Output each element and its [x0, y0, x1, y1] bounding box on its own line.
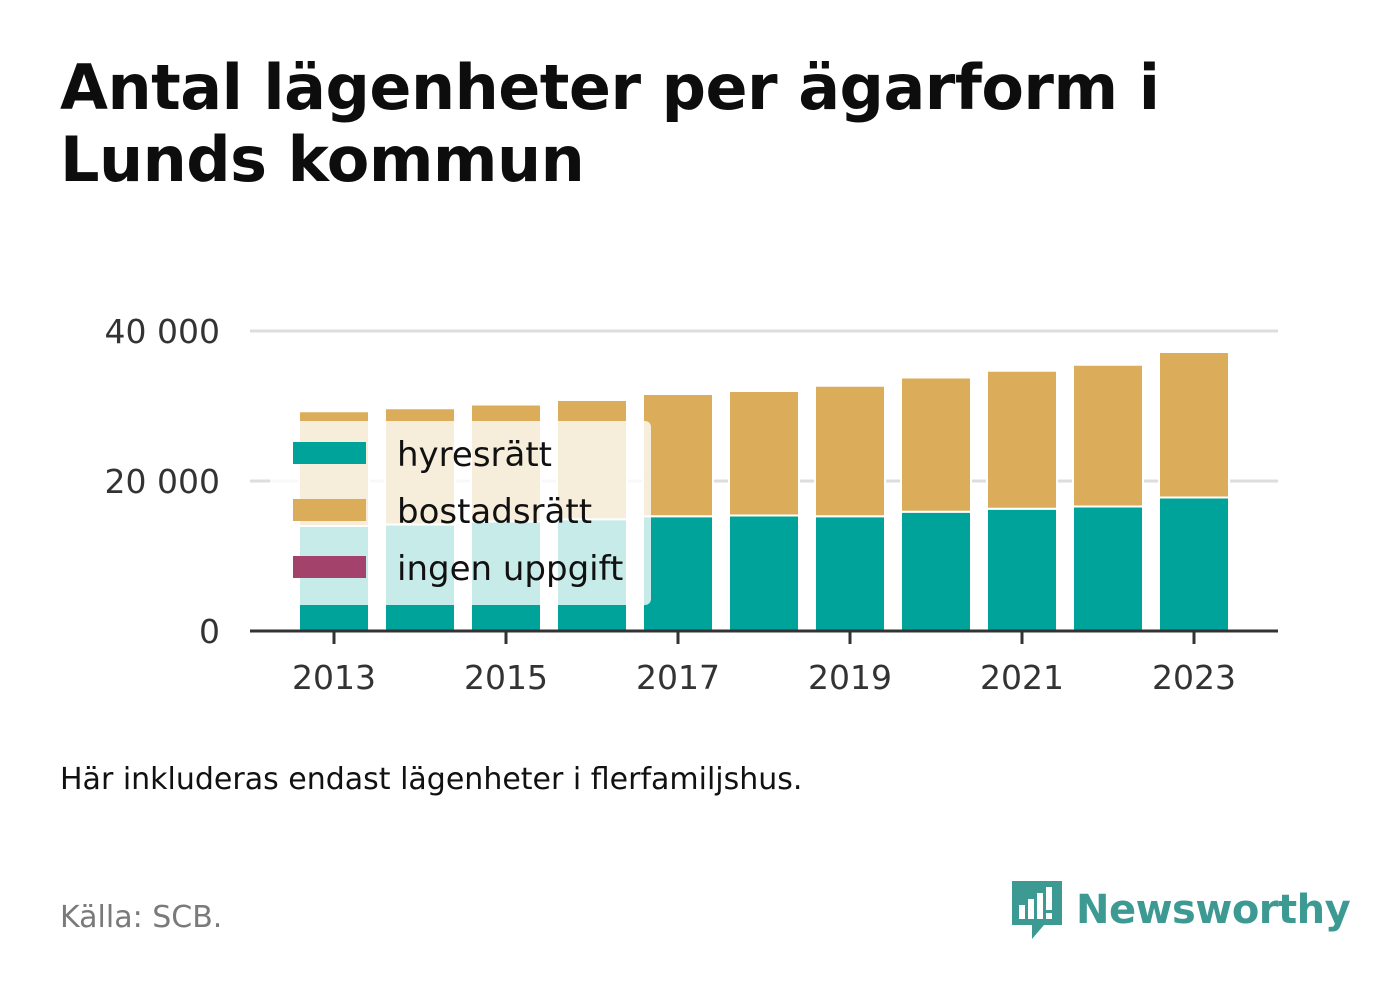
x-axis: 2013 2015 2017 2019 2021 2023	[292, 631, 1236, 697]
bar-hyresrätt-2023	[1158, 496, 1230, 632]
bar-bostadsrätt-2019	[814, 384, 886, 518]
legend-swatch	[293, 556, 366, 578]
brand-name: Newsworthy	[1076, 887, 1351, 933]
brand-logo: Newsworthy	[1010, 878, 1351, 942]
legend-label: ingen uppgift	[397, 549, 623, 589]
bar-hyresrätt-2020	[900, 510, 972, 632]
bar-bostadsrätt-2020	[900, 376, 972, 513]
newsworthy-logo-icon	[1012, 881, 1062, 939]
bar-hyresrätt-2017	[642, 515, 714, 632]
chart-title: Antal lägenheter per ägarform i Lunds ko…	[60, 51, 1160, 196]
legend-swatch	[293, 442, 366, 464]
x-tick-label: 2015	[464, 658, 548, 697]
source-text: Källa: SCB.	[60, 900, 223, 935]
y-tick-label: 20 000	[105, 462, 220, 501]
y-tick-label: 40 000	[105, 312, 220, 351]
chart-note: Här inkluderas endast lägenheter i flerf…	[60, 762, 803, 797]
bar-bostadsrätt-2018	[728, 390, 800, 517]
x-tick-label: 2019	[808, 658, 892, 697]
bar-hyresrätt-2018	[728, 514, 800, 632]
bar-hyresrätt-2021	[986, 507, 1058, 632]
y-tick-label: 0	[199, 612, 220, 651]
bar-bostadsrätt-2021	[986, 369, 1058, 510]
legend-label: bostadsrätt	[397, 492, 592, 532]
x-tick-label: 2013	[292, 658, 376, 697]
legend-label: hyresrätt	[397, 435, 552, 475]
bar-hyresrätt-2022	[1072, 505, 1144, 632]
bar-bostadsrätt-2023	[1158, 351, 1230, 499]
x-tick-label: 2021	[980, 658, 1064, 697]
y-axis: 0 20 000 40 000	[105, 312, 220, 651]
bar-hyresrätt-2019	[814, 515, 886, 632]
x-tick-label: 2017	[636, 658, 720, 697]
chart: 2013 2015 2017 2019 2021 2023 0 20 000 40 000 h…	[105, 312, 1278, 697]
legend: hyresrätt bostadsrätt ingen uppgift	[270, 421, 651, 605]
x-tick-label: 2023	[1152, 658, 1236, 697]
bar-bostadsrätt-2022	[1072, 363, 1144, 508]
legend-swatch	[293, 499, 366, 521]
bar-bostadsrätt-2017	[642, 393, 714, 518]
